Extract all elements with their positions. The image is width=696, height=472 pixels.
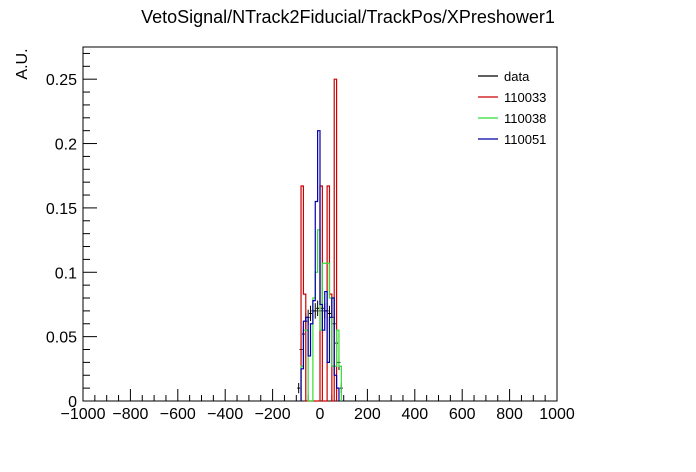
legend: data 110033 110038 110051	[478, 69, 546, 147]
y-tick-label: 0.25	[46, 72, 77, 89]
x-tick-label: 400	[401, 406, 428, 423]
x-tick-label: 0	[316, 406, 325, 423]
x-tick-label: −600	[160, 406, 196, 423]
legend-label: data	[504, 69, 530, 84]
y-tick-label: 0.05	[46, 330, 77, 347]
y-tick-label: 0.15	[46, 201, 77, 218]
x-tick-label: −800	[112, 406, 148, 423]
series-layer	[297, 78, 343, 402]
x-tick-label: 1000	[539, 406, 575, 423]
y-tick-label: 0	[68, 394, 77, 411]
x-tick-label: −400	[207, 406, 243, 423]
legend-label: 110038	[504, 111, 546, 126]
y-axis: 0 0.05 0.1 0.15 0.2 0.25	[46, 52, 97, 411]
y-tick-label: 0.1	[55, 265, 77, 282]
y-tick-label: 0.2	[55, 137, 77, 154]
series-line	[300, 78, 338, 402]
x-tick-label: −200	[255, 406, 291, 423]
series-110033	[300, 78, 338, 402]
x-tick-label: 200	[354, 406, 381, 423]
y-axis-label: A.U.	[14, 48, 31, 79]
legend-label: 110033	[504, 90, 546, 105]
series-110051	[300, 130, 340, 401]
legend-label: 110051	[504, 132, 546, 147]
x-tick-label: −1000	[61, 406, 106, 423]
x-tick-label: 800	[496, 406, 523, 423]
chart-title: VetoSignal/NTrack2Fiducial/TrackPos/XPre…	[141, 7, 555, 27]
x-axis: −1000 −800 −600 −400 −200 0 200 400 600 800 1000	[61, 389, 575, 423]
series-line	[300, 130, 340, 401]
x-tick-label: 600	[449, 406, 476, 423]
